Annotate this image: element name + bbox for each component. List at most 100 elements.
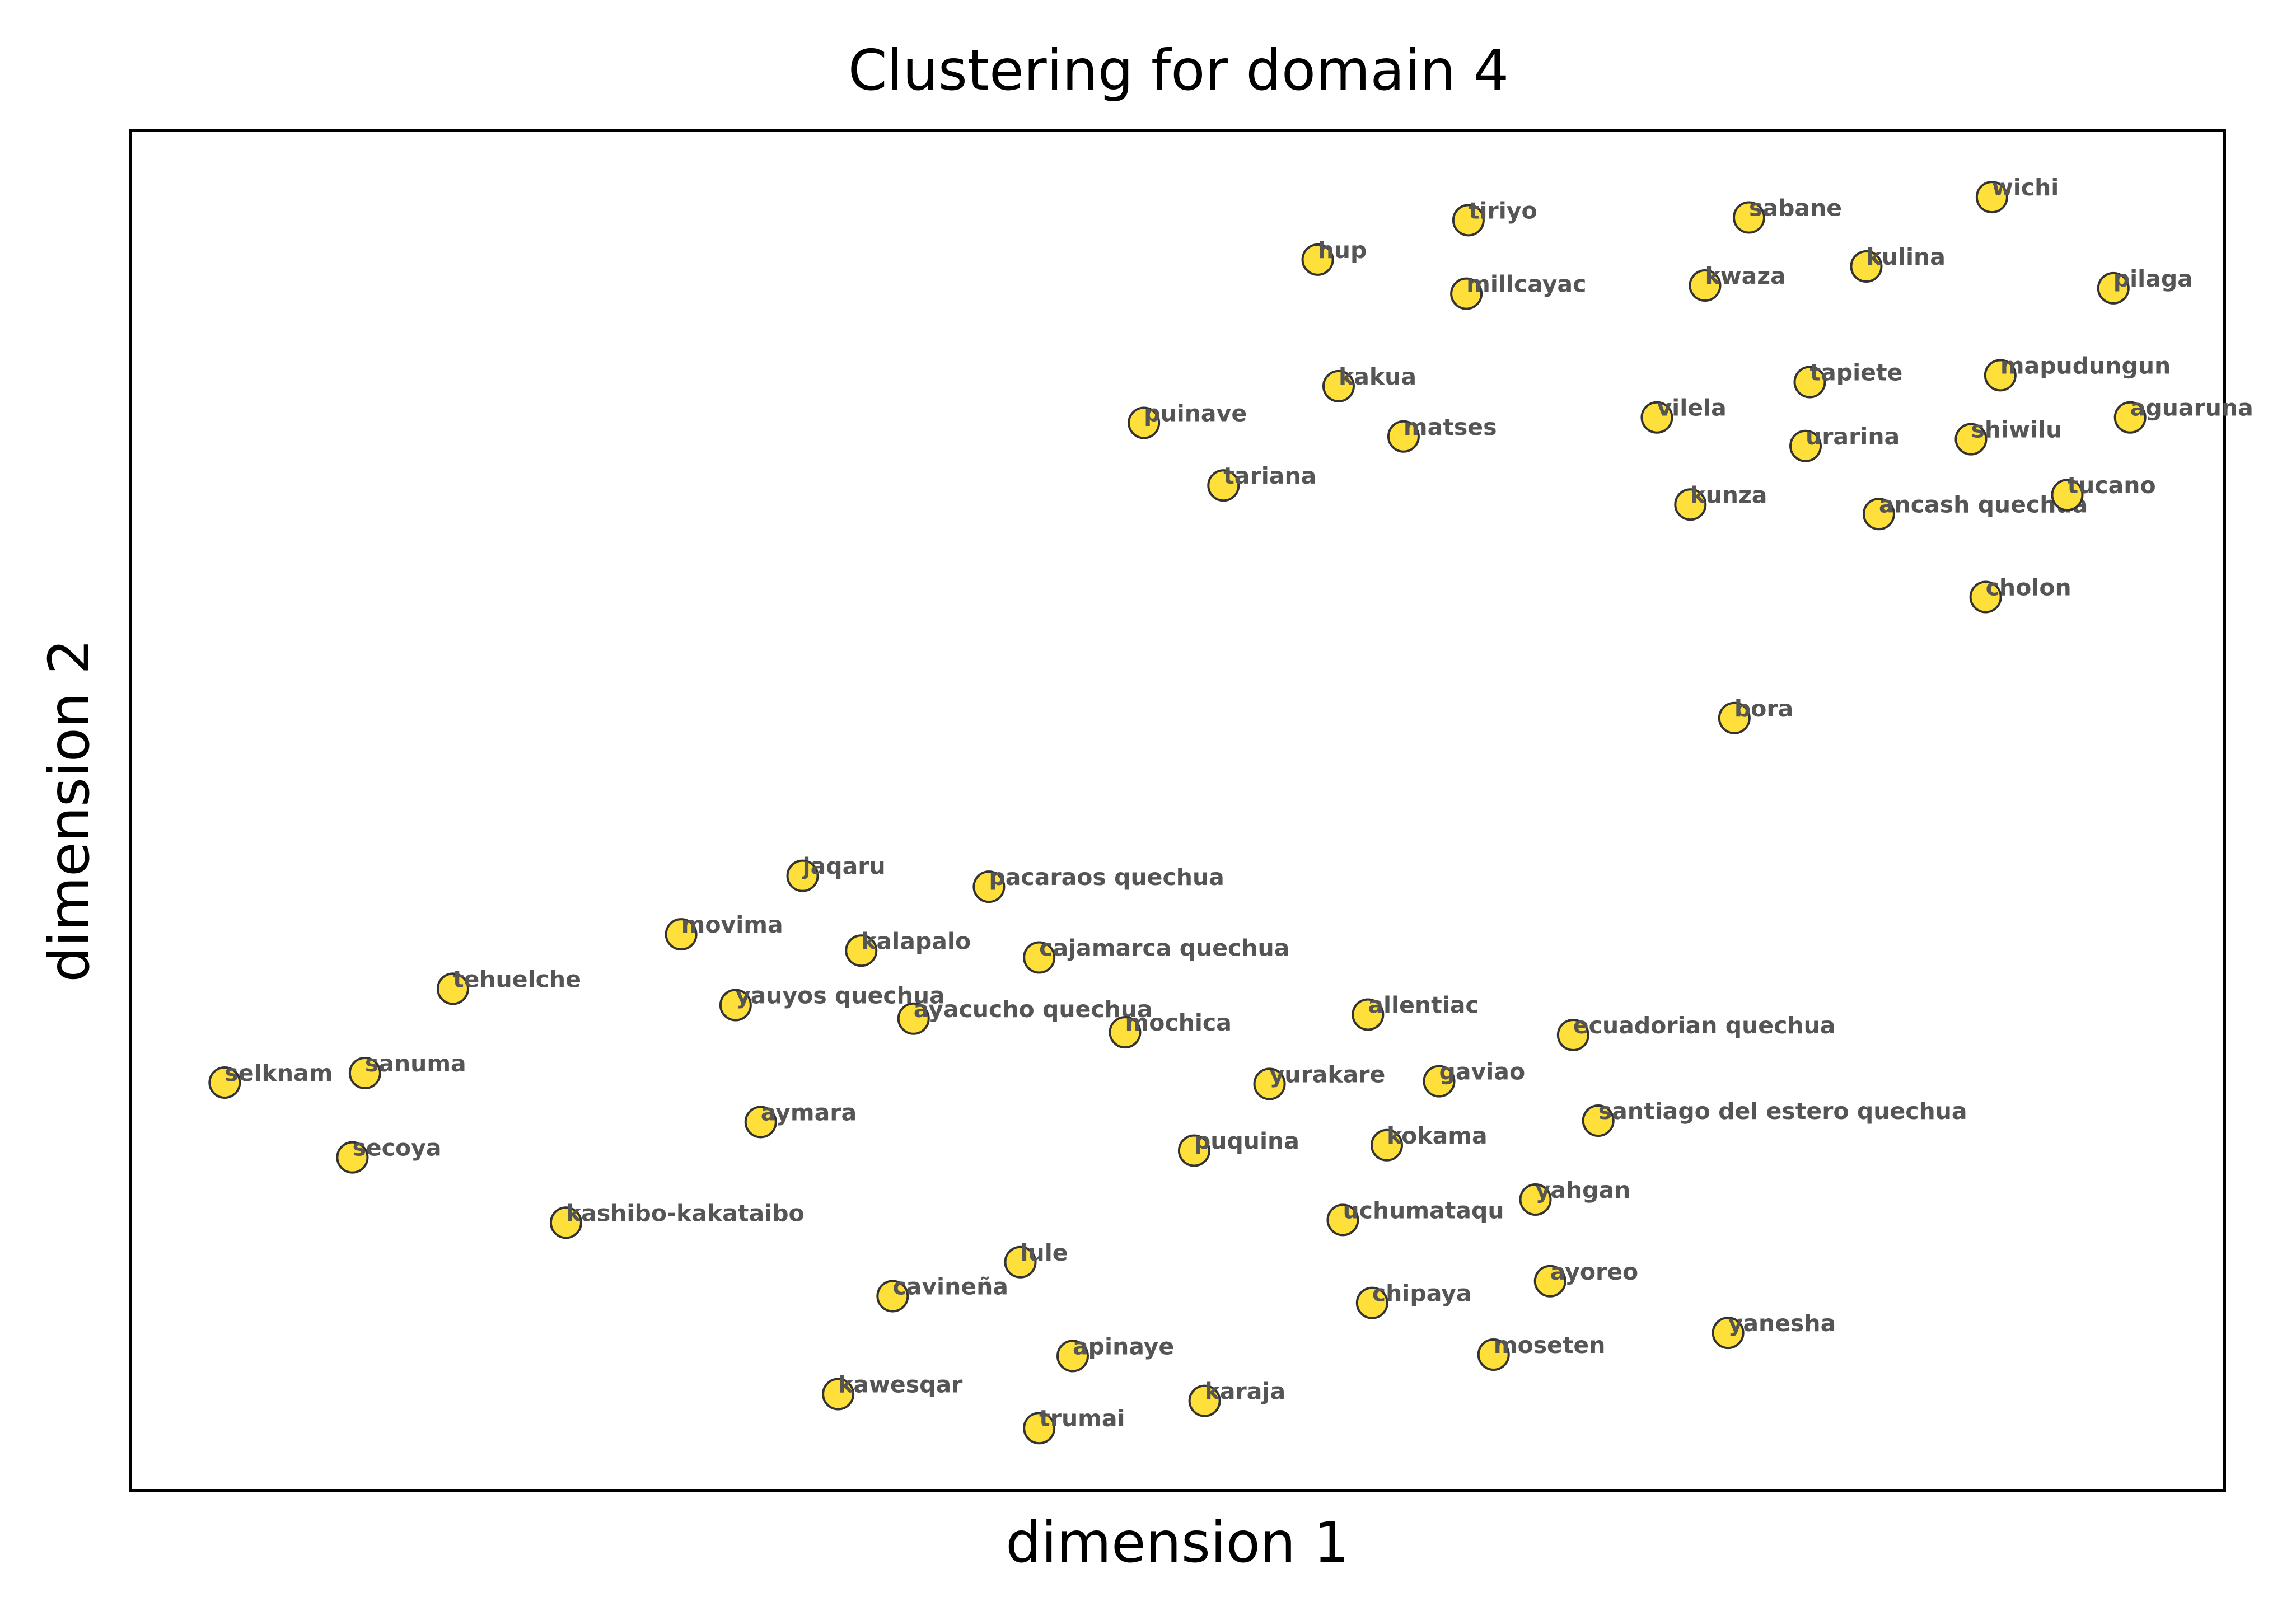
data-point	[336, 1141, 369, 1174]
point-label: lule	[1021, 1239, 1068, 1266]
point-label: cajamarca quechua	[1039, 934, 1289, 961]
data-point	[1253, 1067, 1286, 1100]
point-label: sanuma	[365, 1050, 466, 1077]
data-point	[719, 989, 752, 1022]
point-label: movima	[681, 911, 783, 938]
point-label: kulina	[1866, 243, 1945, 270]
data-point	[1733, 201, 1766, 234]
point-label: millcayac	[1466, 271, 1586, 298]
point-label: yurakare	[1270, 1061, 1386, 1088]
data-point	[1519, 1183, 1552, 1216]
data-point	[786, 859, 819, 892]
point-label: ayoreo	[1550, 1258, 1639, 1285]
point-label: hup	[1318, 237, 1367, 264]
data-point	[744, 1106, 777, 1139]
point-label: kokama	[1387, 1122, 1488, 1149]
x-axis-label: dimension 1	[1006, 1510, 1349, 1575]
plot-frame	[129, 129, 2226, 1492]
data-point	[2113, 401, 2147, 434]
data-point	[436, 972, 469, 1005]
data-point	[2051, 479, 2084, 512]
data-point	[2097, 271, 2130, 305]
point-label: ecuadorian quechua	[1573, 1012, 1836, 1039]
data-point	[822, 1378, 855, 1411]
y-axis-label: dimension 2	[36, 639, 102, 982]
data-point	[1689, 269, 1722, 302]
data-point	[1423, 1065, 1456, 1098]
point-label: uchumataqu	[1343, 1197, 1504, 1224]
point-label: aguaruna	[2130, 395, 2253, 422]
data-point	[1975, 181, 2008, 214]
point-label: gaviao	[1439, 1059, 1526, 1085]
data-point	[1450, 277, 1483, 310]
point-label: ayacucho quechua	[914, 996, 1153, 1023]
point-label: yanesha	[1728, 1310, 1836, 1337]
point-label: aymara	[761, 1099, 857, 1126]
data-point	[1109, 1016, 1142, 1049]
data-point	[1789, 429, 1822, 462]
point-label: kakua	[1339, 363, 1416, 390]
data-point	[1004, 1245, 1037, 1279]
data-point	[1355, 1286, 1388, 1319]
point-label: wichi	[1992, 174, 2059, 201]
data-point	[1954, 423, 1988, 456]
data-point	[897, 1002, 930, 1035]
data-point	[1207, 469, 1240, 502]
data-point	[1850, 250, 1883, 283]
point-label: santiago del estero quechua	[1598, 1098, 1967, 1125]
point-label: mochica	[1125, 1009, 1232, 1036]
point-label: tapiete	[1809, 359, 1902, 386]
point-label: tiriyo	[1469, 197, 1537, 224]
data-point	[1371, 1128, 1403, 1162]
data-point	[665, 918, 698, 951]
points-layer: tiriyo sabane wichi hup millcayac kwaza kulina…	[208, 174, 2253, 1445]
point-label: moseten	[1494, 1332, 1606, 1359]
point-label: tucano	[2068, 472, 2156, 499]
point-label: yahgan	[1536, 1177, 1631, 1203]
point-label: chipaya	[1372, 1280, 1472, 1307]
point-label: sabane	[1749, 195, 1842, 222]
point-label: mapudungun	[2000, 352, 2171, 379]
point-label: cholon	[1986, 574, 2071, 601]
data-point	[972, 870, 1006, 903]
data-point	[1712, 1317, 1745, 1350]
point-label: selknam	[225, 1060, 333, 1087]
point-label: vilela	[1657, 395, 1726, 422]
data-point	[1352, 998, 1385, 1031]
data-point	[1452, 204, 1485, 237]
point-label: urarina	[1806, 423, 1900, 450]
point-label: trumai	[1039, 1405, 1125, 1432]
data-point	[1674, 488, 1707, 521]
data-point	[1582, 1104, 1615, 1137]
point-label: shiwilu	[1971, 416, 2062, 443]
data-point	[1969, 580, 2002, 614]
point-label: kashibo-kakataibo	[566, 1200, 805, 1226]
data-point	[1188, 1384, 1221, 1417]
point-label: allentiac	[1368, 992, 1479, 1019]
data-point	[1533, 1265, 1566, 1298]
point-label: kwaza	[1705, 263, 1785, 289]
point-label: pilaga	[2113, 265, 2193, 292]
data-point	[1793, 366, 1826, 399]
data-point	[348, 1056, 381, 1089]
point-label: pacaraos quechua	[989, 864, 1224, 891]
point-label: secoya	[352, 1135, 441, 1162]
data-point	[1556, 1018, 1589, 1051]
data-point	[1387, 420, 1420, 453]
data-point	[1326, 1203, 1359, 1237]
point-label: karaja	[1205, 1378, 1286, 1405]
point-label: bora	[1734, 695, 1793, 722]
data-point	[1477, 1338, 1510, 1371]
point-label: tehuelche	[453, 966, 581, 992]
point-label: cavineña	[892, 1273, 1008, 1300]
data-point	[208, 1066, 241, 1099]
data-point	[1023, 1412, 1056, 1445]
point-label: kunza	[1690, 481, 1767, 508]
data-point	[1301, 243, 1334, 276]
data-point	[1984, 359, 2017, 392]
data-point	[1862, 498, 1895, 531]
point-label: kalapalo	[861, 928, 971, 954]
data-point	[876, 1280, 909, 1313]
data-point	[1718, 701, 1751, 734]
point-label: kawesqar	[838, 1371, 963, 1398]
